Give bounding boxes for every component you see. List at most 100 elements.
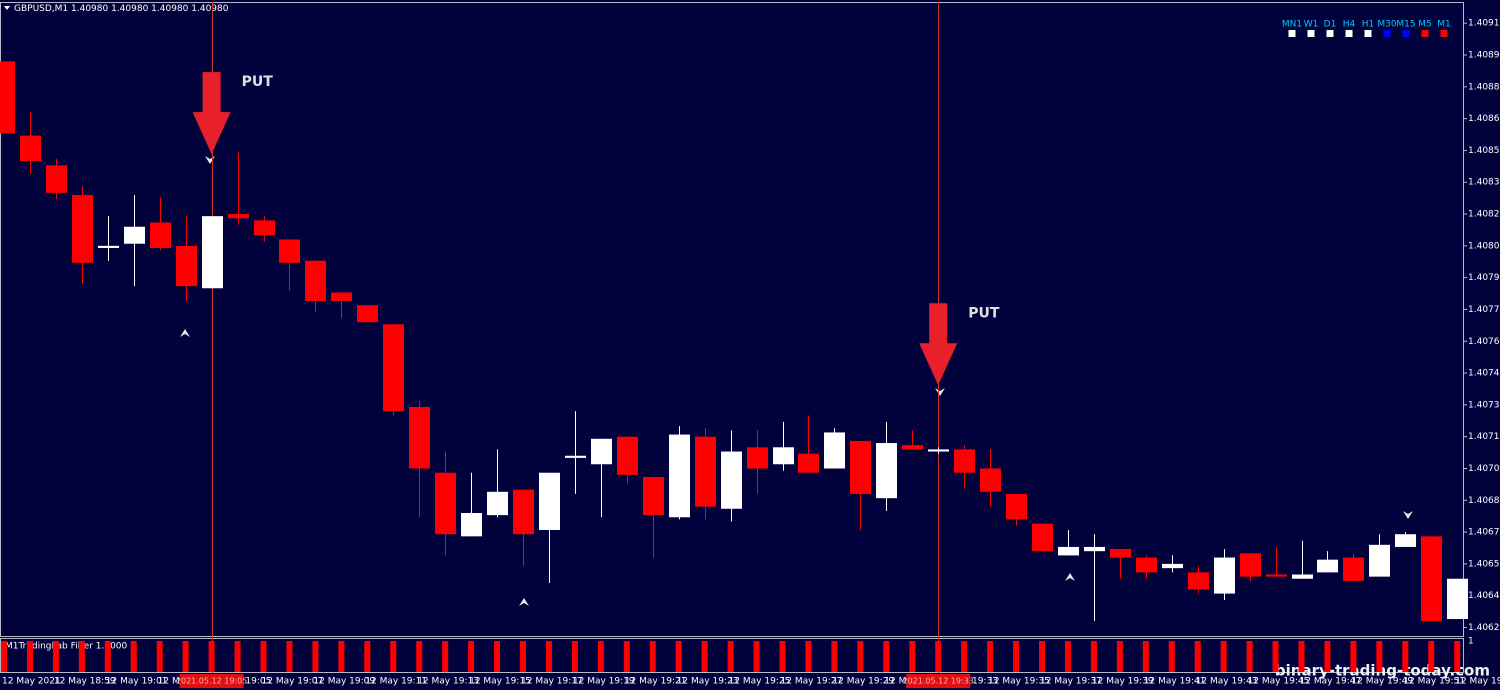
x-tick-label: 12 May 19:21 xyxy=(625,677,687,687)
indicator-bar xyxy=(1272,641,1279,672)
signal-up xyxy=(1065,573,1075,581)
timeframe-label: M5 xyxy=(1418,20,1432,30)
indicator-bar xyxy=(520,641,526,672)
vline-label-box xyxy=(906,674,971,688)
indicator-bar xyxy=(1246,641,1253,672)
candle-body xyxy=(539,472,560,530)
indicator-bar xyxy=(1,641,7,672)
indicator-bar xyxy=(416,641,423,672)
timeframe-square xyxy=(1440,30,1448,37)
candle-body xyxy=(409,406,430,469)
candle-body xyxy=(954,449,975,473)
candle-body xyxy=(798,453,819,473)
indicator-bar xyxy=(909,641,916,672)
candle-body xyxy=(876,443,897,499)
candle-body xyxy=(1317,559,1338,573)
indicator-bar xyxy=(234,641,241,672)
indicator-bar xyxy=(675,641,682,672)
y-tick-label: 1.40835 xyxy=(1468,178,1500,188)
candle-body xyxy=(773,447,794,465)
put-label: PUT xyxy=(242,74,274,90)
y-tick-label: 1.40670 xyxy=(1468,528,1500,538)
indicator-bar xyxy=(805,641,812,672)
indicator-bar xyxy=(26,641,33,672)
candle-body xyxy=(1421,536,1442,622)
x-tick-label: 12 May 19:35 xyxy=(988,677,1050,687)
candle-body xyxy=(1266,574,1287,577)
indicator-bar xyxy=(78,641,85,672)
indicator-bar xyxy=(1168,641,1175,672)
candle-body xyxy=(565,455,586,458)
y-tick-label: 1.40820 xyxy=(1468,210,1500,220)
x-tick-label: 12 May 19:25 xyxy=(729,677,791,687)
candle-body xyxy=(1292,574,1313,579)
timeframe-label: M1 xyxy=(1437,20,1451,30)
timeframe-square xyxy=(1326,30,1334,37)
candle-body xyxy=(513,489,534,535)
indicator-bar xyxy=(1324,641,1331,672)
candle-body xyxy=(591,438,612,465)
indicator-bar xyxy=(779,641,786,672)
indicator-bar xyxy=(494,641,501,672)
timeframe-square xyxy=(1307,30,1315,37)
candle-body xyxy=(850,440,871,494)
x-tick-label: 12 May 19:09 xyxy=(313,677,375,687)
y-tick-label: 1.40895 xyxy=(1468,51,1500,61)
x-tick-label: 12 May 19:43 xyxy=(1196,677,1258,687)
y-tick-label: 1.40685 xyxy=(1468,496,1500,506)
x-tick-label: 12 May 19:49 xyxy=(1351,677,1413,687)
indicator-bar xyxy=(1142,641,1149,672)
indicator-bar xyxy=(1350,641,1357,672)
candle-body xyxy=(1343,557,1364,581)
indicator-bar xyxy=(1298,641,1305,672)
put-label: PUT xyxy=(968,305,1000,321)
x-tick-label: 12 May 19:01 xyxy=(106,677,168,687)
indicator-bar xyxy=(1194,641,1201,672)
candle-body xyxy=(331,292,352,301)
candle-body xyxy=(98,245,119,248)
signal-down xyxy=(1403,511,1413,519)
y-tick-label: 1.40655 xyxy=(1468,559,1500,569)
indicator-bar xyxy=(468,641,475,672)
candle-body xyxy=(1006,493,1027,520)
y-tick-label: 1.40640 xyxy=(1468,591,1500,601)
candle-body xyxy=(357,305,378,323)
candle-body xyxy=(747,447,768,469)
y-tick-label: 1.40775 xyxy=(1468,305,1500,315)
candle-body xyxy=(305,260,326,301)
candle-body xyxy=(902,445,923,450)
timeframe-square xyxy=(1383,30,1391,37)
candle-body xyxy=(669,434,690,518)
candle-body xyxy=(176,245,197,287)
y-tick-label: 1.40880 xyxy=(1468,82,1500,92)
indicator-bar xyxy=(364,641,371,672)
candle-body xyxy=(824,432,845,469)
candle-body xyxy=(617,436,638,475)
y-tick-label: 1.40715 xyxy=(1468,432,1500,442)
indicator-bar xyxy=(260,641,267,672)
indicator-bar xyxy=(1039,641,1045,672)
indicator-bar xyxy=(1428,641,1435,672)
candle-body xyxy=(383,324,404,412)
candle-body xyxy=(1032,523,1053,552)
indicator-bar xyxy=(286,641,293,672)
candle-body xyxy=(1110,549,1131,558)
y-tick-label: 1.40910 xyxy=(1468,19,1500,29)
timeframe-square xyxy=(1288,30,1296,37)
put-arrow xyxy=(919,303,958,386)
candle-body xyxy=(1214,557,1235,594)
x-tick-label: 12 May 19:15 xyxy=(469,677,531,687)
candle-body xyxy=(1447,578,1468,620)
indicator-bar xyxy=(987,641,994,672)
x-tick-label: 12 May 2021 xyxy=(2,677,61,687)
candle-body xyxy=(1136,557,1157,573)
y-tick-label: 1.40850 xyxy=(1468,146,1500,156)
x-tick-label: 12 May 19:19 xyxy=(573,677,635,687)
x-tick-label: 12 May 19:53 xyxy=(1455,677,1500,687)
signal-up xyxy=(519,598,529,606)
indicator-bar xyxy=(883,641,890,672)
indicator-bar xyxy=(52,641,59,672)
x-tick-label: 12 May 19:51 xyxy=(1403,677,1465,687)
indicator-bar xyxy=(571,641,578,672)
